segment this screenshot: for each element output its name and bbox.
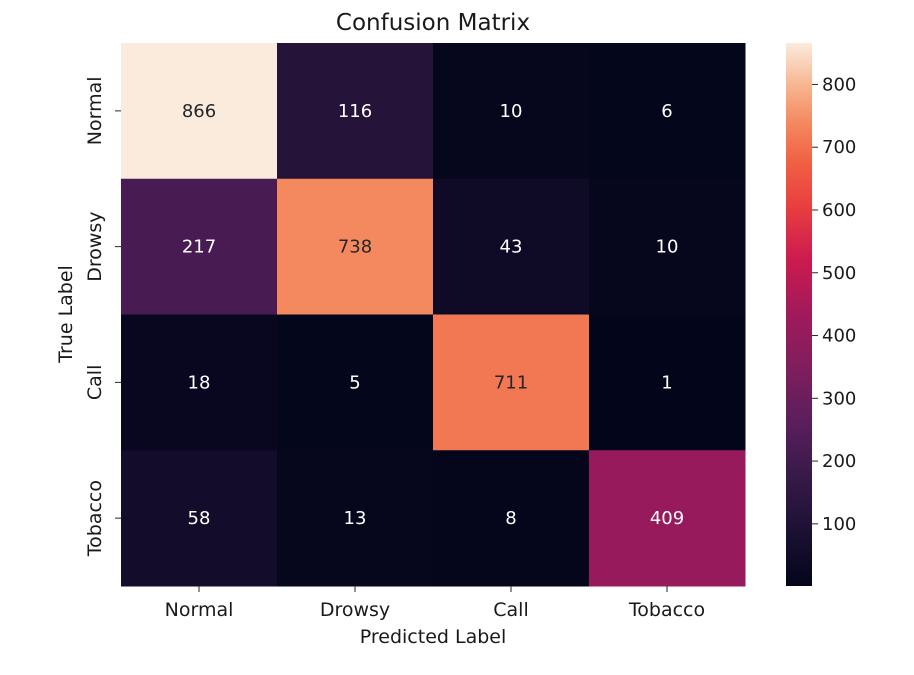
- y-tick-label-2: Call: [84, 365, 106, 400]
- colorbar-tick-label-6: 700: [822, 137, 856, 158]
- y-axis-ticks: Normal Drowsy Call Tobacco: [84, 77, 121, 557]
- heatmap-cell-r1-c0: [121, 178, 278, 315]
- heatmap-cell-value-r3-c0: 58: [188, 508, 211, 529]
- heatmap-cell-r1-c3: [589, 178, 746, 315]
- x-axis-label: Predicted Label: [360, 626, 507, 648]
- heatmap-cell-r2-c3: [589, 314, 746, 451]
- y-tick-label-3: Tobacco: [84, 480, 106, 557]
- heatmap-cell-value-r0-c3: 6: [661, 101, 672, 122]
- heatmap-cell-r1-c2: [433, 178, 590, 315]
- heatmap-cell-value-r2-c3: 1: [661, 372, 672, 393]
- y-tick-label-1: Drowsy: [84, 211, 106, 281]
- heatmap-cell-r0-c1: [277, 43, 434, 180]
- x-axis-ticks: Normal Drowsy Call Tobacco: [165, 586, 705, 621]
- heatmap-cell-r3-c3: [589, 450, 746, 587]
- heatmap-cell-value-r0-c1: 116: [338, 101, 372, 122]
- heatmap-cells: [121, 43, 746, 587]
- x-tick-label-0: Normal: [165, 599, 234, 621]
- colorbar-tick-label-7: 800: [822, 74, 856, 95]
- heatmap-cell-r3-c1: [277, 450, 434, 587]
- heatmap-cell-r1-c1: [277, 178, 434, 315]
- colorbar-tick-label-2: 300: [822, 388, 856, 409]
- heatmap-cell-value-r2-c2: 711: [494, 372, 528, 393]
- x-tick-label-2: Call: [493, 599, 528, 621]
- colorbar-tick-label-5: 600: [822, 200, 856, 221]
- heatmap-cell-r0-c3: [589, 43, 746, 180]
- heatmap-cell-value-r3-c2: 8: [505, 508, 516, 529]
- heatmap-cell-r2-c2: [433, 314, 590, 451]
- heatmap-cell-r0-c2: [433, 43, 590, 180]
- colorbar-tick-label-0: 100: [822, 514, 856, 535]
- chart-title: Confusion Matrix: [336, 10, 530, 36]
- colorbar: [786, 43, 812, 586]
- heatmap-cell-value-r1-c0: 217: [182, 237, 216, 258]
- colorbar-tick-label-3: 400: [822, 326, 856, 347]
- y-axis-label: True Label: [55, 265, 77, 364]
- heatmap-cell-value-r2-c0: 18: [188, 372, 211, 393]
- y-tick-label-0: Normal: [84, 77, 106, 146]
- colorbar-ticks: 100 200 300 400 500 600 700 800: [812, 74, 856, 535]
- heatmap-cell-value-r3-c3: 409: [650, 508, 684, 529]
- heatmap-cell-value-r1-c2: 43: [500, 237, 523, 258]
- heatmap-cell-value-r1-c3: 10: [656, 237, 679, 258]
- heatmap-cell-value-r0-c2: 10: [500, 101, 523, 122]
- heatmap-cell-value-r1-c1: 738: [338, 237, 372, 258]
- heatmap-cell-r0-c0: [121, 43, 278, 180]
- colorbar-tick-label-4: 500: [822, 263, 856, 284]
- heatmap-cell-labels: 866 116 10 6 217 738 43 10 18 5 711 1 58 13 8 409: [182, 101, 684, 529]
- x-tick-label-3: Tobacco: [628, 599, 705, 621]
- heatmap-cell-r2-c0: [121, 314, 278, 451]
- heatmap-cell-value-r2-c1: 5: [349, 372, 360, 393]
- heatmap-cell-value-r0-c0: 866: [182, 101, 216, 122]
- heatmap-cell-r3-c2: [433, 450, 590, 587]
- heatmap-cell-r2-c1: [277, 314, 434, 451]
- heatmap-cell-value-r3-c1: 13: [344, 508, 367, 529]
- heatmap-cell-r3-c0: [121, 450, 278, 587]
- x-tick-label-1: Drowsy: [320, 599, 390, 621]
- colorbar-tick-label-1: 200: [822, 451, 856, 472]
